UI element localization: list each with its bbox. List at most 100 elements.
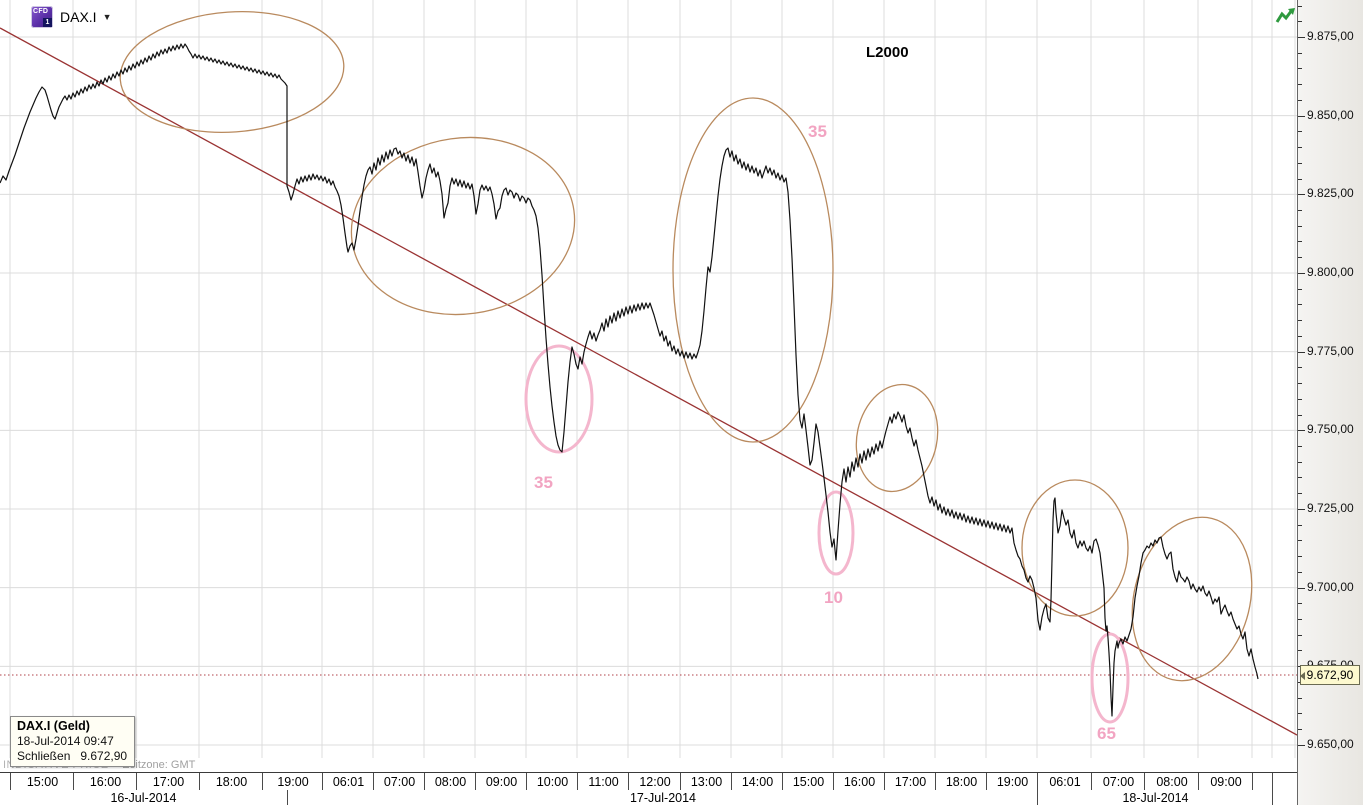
ellipse-annotation-tan[interactable] <box>116 4 348 139</box>
y-axis-minor-tick <box>1298 650 1302 651</box>
instrument-selector[interactable]: CFD 1 DAX.I ▼ <box>31 6 112 28</box>
y-axis-major-tick <box>1298 588 1305 589</box>
ellipse-annotation-tan[interactable] <box>672 97 834 443</box>
y-axis-minor-tick <box>1298 21 1302 22</box>
y-axis-major-tick <box>1298 273 1305 274</box>
hour-cell: 14:00 <box>731 773 783 790</box>
hour-cell <box>1252 773 1273 790</box>
tooltip-close-label: Schließen <box>17 749 71 763</box>
hour-cell <box>1272 773 1296 790</box>
y-axis-minor-tick <box>1298 415 1302 416</box>
zigzag-arrow-icon <box>1275 8 1295 23</box>
y-axis-major-tick <box>1298 352 1305 353</box>
y-axis-label: 9.725,00 <box>1307 501 1354 515</box>
price-info-tooltip: DAX.I (Geld) 18-Jul-2014 09:47 Schließen… <box>10 716 136 767</box>
hour-cell: 15:00 <box>10 773 74 790</box>
y-axis-minor-tick <box>1298 572 1302 573</box>
tooltip-instrument: DAX.I (Geld) <box>17 719 90 733</box>
axis-day-boundary <box>1272 790 1273 805</box>
y-axis-minor-tick <box>1298 619 1302 620</box>
y-axis-minor-tick <box>1298 147 1302 148</box>
hour-cell: 10:00 <box>526 773 578 790</box>
y-axis-minor-tick <box>1298 6 1302 7</box>
y-axis-major-tick <box>1298 509 1305 510</box>
hour-cell: 18:00 <box>935 773 987 790</box>
tooltip-close: Schließen 9.672,90 <box>17 749 127 763</box>
y-axis-minor-tick <box>1298 367 1302 368</box>
y-axis-label: 9.700,00 <box>1307 580 1354 594</box>
hour-cell: 06:01 <box>1037 773 1092 790</box>
hour-cell: 09:00 <box>1198 773 1253 790</box>
ellipse-annotation-tan[interactable] <box>1021 479 1129 617</box>
date-cell: 18-Jul-2014 <box>1037 790 1273 805</box>
y-axis-label: 9.850,00 <box>1307 108 1354 122</box>
y-axis-minor-tick <box>1298 241 1302 242</box>
hour-cell: 06:01 <box>322 773 374 790</box>
y-axis-panel[interactable]: 9.672,90 9.875,00 9.850,00 9.825,00 9.800,0… <box>1297 0 1363 805</box>
y-axis-label: 9.775,00 <box>1307 344 1354 358</box>
ellipse-annotation-tan[interactable] <box>847 377 948 499</box>
y-axis-major-tick <box>1298 37 1305 38</box>
hour-cell: 13:00 <box>680 773 732 790</box>
y-axis-major-tick <box>1298 194 1305 195</box>
y-axis-minor-tick <box>1298 210 1302 211</box>
y-axis-minor-tick <box>1298 603 1302 604</box>
y-axis-minor-tick <box>1298 383 1302 384</box>
y-axis-minor-tick <box>1298 68 1302 69</box>
y-axis-minor-tick <box>1298 100 1302 101</box>
hour-cell: 17:00 <box>136 773 200 790</box>
current-price-tag: 9.672,90 <box>1300 665 1360 685</box>
date-cell: 17-Jul-2014 <box>287 790 1038 805</box>
y-axis-minor-tick <box>1298 477 1302 478</box>
hour-cell: 12:00 <box>628 773 681 790</box>
y-axis-label: 9.875,00 <box>1307 29 1354 43</box>
cfd-badge-sub: 1 <box>43 18 52 27</box>
y-axis-minor-tick <box>1298 493 1302 494</box>
y-axis-minor-tick <box>1298 635 1302 636</box>
ellipse-annotation-tan[interactable] <box>340 123 586 328</box>
hour-cell: 16:00 <box>833 773 885 790</box>
y-axis-minor-tick <box>1298 179 1302 180</box>
timezone-label: Zeitzone: GMT <box>122 759 196 771</box>
y-axis-minor-tick <box>1298 84 1302 85</box>
axis-day-boundary <box>1272 773 1273 790</box>
y-axis-minor-tick <box>1298 336 1302 337</box>
plot-background <box>0 0 1297 758</box>
y-axis-minor-tick <box>1298 525 1302 526</box>
y-axis-minor-tick <box>1298 729 1302 730</box>
y-axis-label: 9.750,00 <box>1307 422 1354 436</box>
ellipse-annotation-pink[interactable] <box>817 490 855 576</box>
y-axis-minor-tick <box>1298 698 1302 699</box>
pink-count-label[interactable]: 35 <box>808 122 827 141</box>
x-axis-dates-row[interactable]: 16-Jul-2014 17-Jul-2014 18-Jul-2014 <box>0 790 1297 805</box>
ellipse-annotation-pink[interactable] <box>524 344 594 454</box>
y-axis-minor-tick <box>1298 540 1302 541</box>
chart-mode-button[interactable] <box>1274 6 1297 27</box>
y-axis-minor-tick <box>1298 257 1302 258</box>
y-axis-minor-tick <box>1298 131 1302 132</box>
y-axis-minor-tick <box>1298 556 1302 557</box>
y-axis-minor-tick <box>1298 226 1302 227</box>
instrument-name: DAX.I <box>60 9 97 25</box>
hour-cell: 08:00 <box>424 773 476 790</box>
y-axis-minor-tick <box>1298 320 1302 321</box>
pink-count-label[interactable]: 35 <box>534 473 553 492</box>
x-axis-hours-row[interactable]: 15:00 16:00 17:00 18:00 19:00 06:01 07:00 08:00… <box>0 772 1297 791</box>
y-axis-major-tick <box>1298 116 1305 117</box>
pink-count-label[interactable]: 65 <box>1097 724 1116 743</box>
text-annotation[interactable]: L2000 <box>866 44 909 61</box>
trendline-annotation[interactable] <box>0 27 1297 736</box>
y-axis-minor-tick <box>1298 462 1302 463</box>
hour-cell: 16:00 <box>73 773 137 790</box>
ellipse-annotation-pink[interactable] <box>1090 632 1130 724</box>
pink-count-label[interactable]: 10 <box>824 588 843 607</box>
y-axis-minor-tick <box>1298 399 1302 400</box>
chevron-down-icon[interactable]: ▼ <box>102 12 112 22</box>
hour-cell: 19:00 <box>986 773 1038 790</box>
ellipse-annotation-tan[interactable] <box>1116 504 1269 693</box>
hour-cell: 08:00 <box>1144 773 1199 790</box>
price-line <box>0 43 1259 717</box>
date-cell: 16-Jul-2014 <box>110 790 177 805</box>
